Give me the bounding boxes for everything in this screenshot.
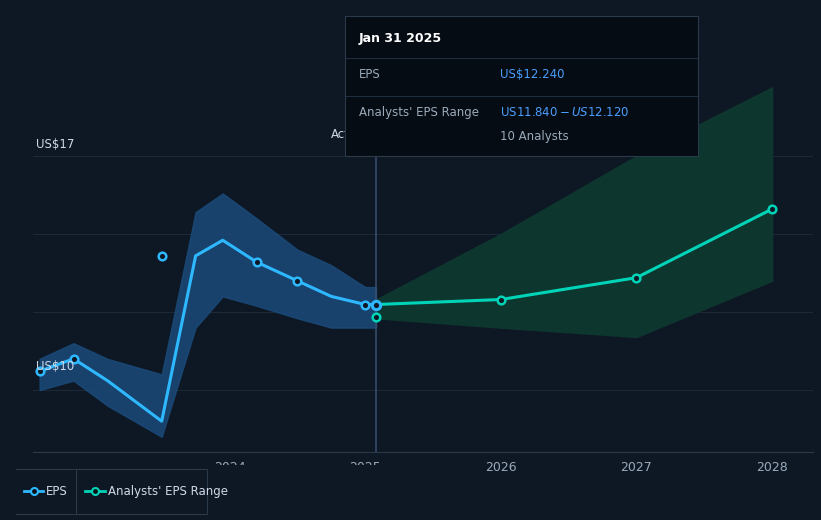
- Text: US$12.240: US$12.240: [500, 68, 565, 81]
- Text: Analysts' EPS Range: Analysts' EPS Range: [108, 485, 227, 498]
- FancyBboxPatch shape: [76, 469, 207, 514]
- FancyBboxPatch shape: [15, 469, 80, 514]
- Text: Jan 31 2025: Jan 31 2025: [359, 32, 442, 45]
- Text: EPS: EPS: [359, 68, 381, 81]
- Text: US$11.840 - US$12.120: US$11.840 - US$12.120: [500, 106, 630, 119]
- Text: Analysts' EPS Range: Analysts' EPS Range: [359, 106, 479, 119]
- Text: EPS: EPS: [46, 485, 67, 498]
- Text: US$10: US$10: [35, 360, 74, 373]
- Text: US$17: US$17: [35, 138, 74, 151]
- Text: 10 Analysts: 10 Analysts: [500, 130, 569, 143]
- Text: Actual: Actual: [331, 128, 368, 141]
- Text: Analysts Forecasts: Analysts Forecasts: [392, 128, 502, 141]
